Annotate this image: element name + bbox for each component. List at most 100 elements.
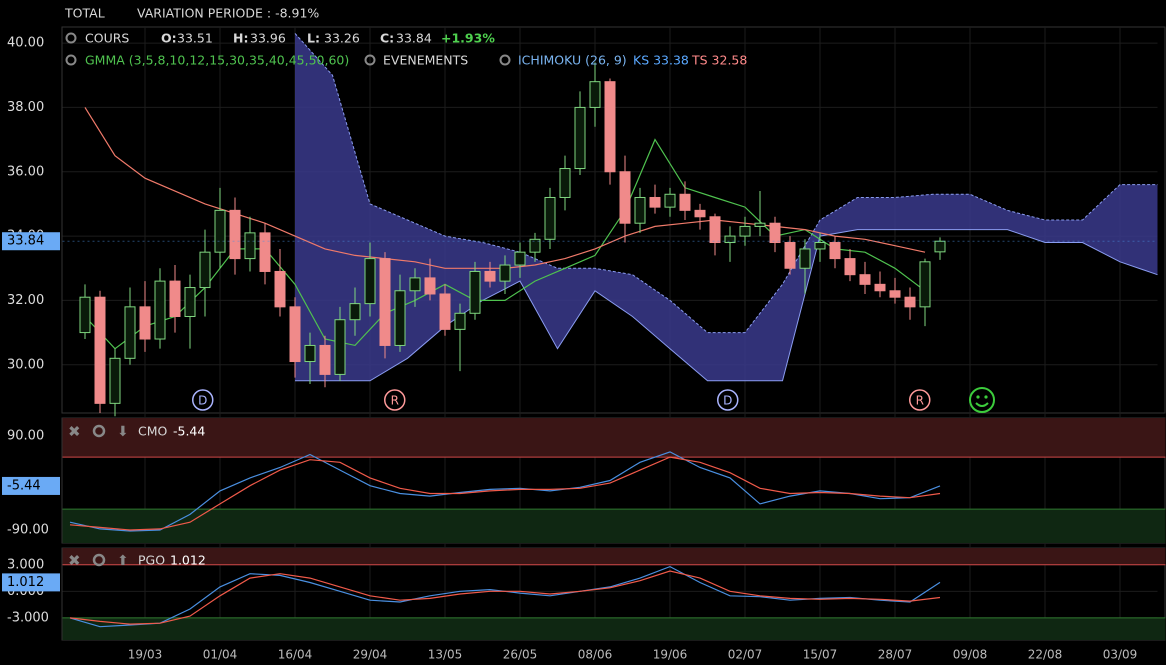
- x-tick-label: 16/04: [278, 648, 313, 662]
- gear-icon[interactable]: [499, 54, 511, 66]
- candle-body: [619, 171, 631, 224]
- x-tick-label: 01/04: [203, 648, 238, 662]
- cmo-title: CMO: [138, 424, 168, 439]
- candle-body: [604, 81, 616, 173]
- smiley-eye: [984, 395, 988, 399]
- candle-body: [334, 319, 346, 375]
- x-tick-label: 28/07: [878, 648, 913, 662]
- candle-body: [814, 242, 826, 250]
- gmma-line: [84, 138, 926, 350]
- pgo-value: 1.012: [170, 553, 206, 568]
- close-value: 33.84: [396, 31, 432, 46]
- overlay: TOTAL VARIATION PERIODE : -8.91% COURS O…: [2, 6, 1137, 662]
- event-marker[interactable]: [384, 389, 406, 411]
- move-down-icon[interactable]: ⬇: [117, 424, 129, 440]
- backdrop: [61, 26, 1166, 641]
- x-tick-label: 22/08: [1028, 648, 1063, 662]
- candle-body: [484, 270, 496, 282]
- candle-body: [634, 196, 646, 224]
- event-label: D: [198, 394, 207, 408]
- x-tick-label: 03/09: [1103, 648, 1138, 662]
- candle-body: [889, 290, 901, 298]
- candle-body: [304, 344, 316, 363]
- candle-body: [694, 209, 706, 218]
- candle-body: [439, 293, 451, 330]
- smiley-face[interactable]: [969, 387, 995, 413]
- gear-icon[interactable]: [65, 32, 77, 44]
- candle-body: [139, 306, 151, 340]
- events-label: EVENEMENTS: [383, 53, 468, 68]
- x-tick-label: 08/06: [578, 648, 613, 662]
- event-label: D: [723, 394, 732, 408]
- x-tick-label: 15/07: [803, 648, 838, 662]
- candle-body: [919, 261, 931, 308]
- candle-body: [289, 306, 301, 363]
- candle-body: [364, 258, 376, 305]
- candle-body: [874, 283, 886, 292]
- gear-icon[interactable]: [92, 553, 106, 567]
- candle-body: [469, 270, 481, 314]
- y-tick-label: -90.00: [7, 522, 49, 537]
- y-tick-label: 36.00: [7, 164, 44, 179]
- indicator-line: [69, 456, 941, 531]
- ichimoku-label: ICHIMOKU (26, 9): [518, 53, 627, 68]
- span-a-line: [294, 33, 1158, 334]
- x-tick-label: 19/03: [128, 648, 163, 662]
- x-tick-label: 29/04: [353, 648, 388, 662]
- ts-label: TS 32.58: [691, 53, 747, 68]
- pgo-panel-header: ✖ ⬆ PGO 1.012: [68, 552, 206, 570]
- candle-body: [229, 209, 241, 260]
- price-tag-label: 33.84: [7, 234, 44, 249]
- candle-body: [184, 287, 196, 317]
- close-icon[interactable]: ✖: [68, 552, 81, 570]
- y-tick-label: 38.00: [7, 100, 44, 115]
- span-b-line: [295, 229, 1158, 382]
- value-tag-label: -5.44: [7, 478, 41, 493]
- value-tag-label: 1.012: [7, 575, 44, 590]
- candle-body: [409, 277, 421, 292]
- candle-body: [424, 277, 436, 295]
- event-marker[interactable]: [192, 389, 214, 411]
- plot: [62, 33, 1166, 628]
- candle-body: [859, 274, 871, 285]
- overbought-zone: [62, 418, 1166, 458]
- candle-body: [829, 242, 841, 260]
- candle-body: [379, 258, 391, 346]
- x-tick-label: 26/05: [503, 648, 538, 662]
- candle-body: [574, 106, 586, 170]
- candle-body: [79, 296, 91, 334]
- smiley-icon[interactable]: [969, 387, 995, 413]
- pgo-title: PGO: [138, 553, 165, 568]
- gear-icon[interactable]: [65, 54, 77, 66]
- gmma-label: GMMA (3,5,8,10,12,15,30,35,40,45,50,60): [85, 53, 349, 68]
- candle-body: [844, 258, 856, 276]
- x-tick-label: 09/08: [953, 648, 988, 662]
- candle-body: [664, 193, 676, 208]
- event-marker[interactable]: [909, 389, 931, 411]
- candle-body: [454, 312, 466, 330]
- event-marker[interactable]: [717, 389, 739, 411]
- move-up-icon[interactable]: ⬆: [117, 553, 129, 569]
- smiley-mouth: [975, 402, 989, 407]
- candle-body: [514, 251, 526, 266]
- candle-body: [739, 225, 751, 237]
- gear-icon[interactable]: [364, 54, 376, 66]
- high-value: 33.96: [250, 31, 286, 46]
- close-icon[interactable]: ✖: [68, 423, 81, 441]
- candle-body: [169, 280, 181, 318]
- candle-body: [214, 209, 226, 253]
- candle-body: [499, 264, 511, 282]
- candle-body: [154, 280, 166, 340]
- candle-body: [934, 240, 946, 253]
- indicator-line: [69, 451, 941, 532]
- event-label: R: [916, 394, 924, 408]
- candle-body: [904, 296, 916, 308]
- gear-icon[interactable]: [92, 424, 106, 438]
- change-label: +1.93%: [441, 31, 495, 46]
- panel-frame: [61, 26, 1166, 414]
- x-tick-label: 13/05: [428, 648, 463, 662]
- low-label: L:: [307, 31, 320, 46]
- value-tag: [2, 476, 60, 495]
- y-tick-label: 40.00: [7, 36, 44, 51]
